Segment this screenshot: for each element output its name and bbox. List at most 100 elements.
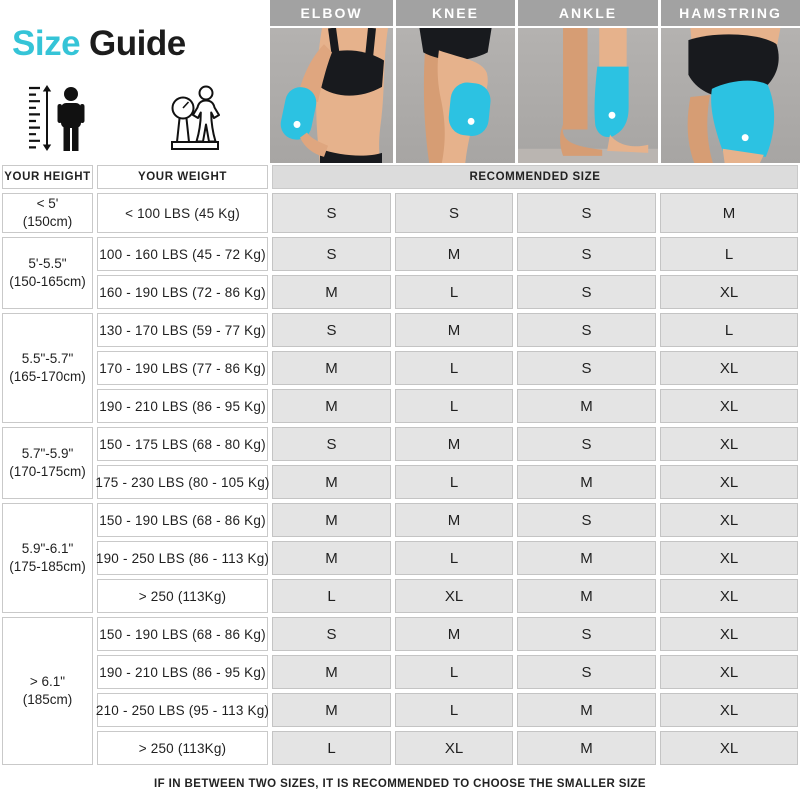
size-cell: S — [395, 193, 513, 233]
size-cell: XL — [660, 389, 798, 423]
height-value: 5'-5.5" — [28, 256, 67, 272]
column-header-knee: KNEE — [396, 0, 515, 28]
height-value: > 6.1" — [29, 674, 66, 690]
knee-product-photo — [396, 28, 515, 163]
brand-panel: Size Guide — [0, 0, 270, 163]
height-group-cell: > 6.1" (185cm) — [2, 617, 93, 765]
weight-cell: < 100 LBS (45 Kg) — [97, 193, 268, 233]
weight-cell: 100 - 160 LBS (45 - 72 Kg) — [97, 237, 268, 271]
height-group-cell: 5.5"-5.7" (165-170cm) — [2, 313, 93, 423]
height-value: 5.9"-6.1" — [21, 541, 74, 557]
size-cell: XL — [395, 579, 513, 613]
height-group-cell: 5.7"-5.9" (170-175cm) — [2, 427, 93, 499]
size-cell: XL — [660, 541, 798, 575]
size-cell: L — [395, 465, 513, 499]
height-cm: (165-170cm) — [9, 369, 86, 384]
size-cell: M — [272, 465, 391, 499]
weight-cell: 150 - 190 LBS (68 - 86 Kg) — [97, 617, 268, 651]
size-cell: M — [272, 503, 391, 537]
size-cell: XL — [660, 427, 798, 461]
size-cell: M — [517, 389, 656, 423]
page-title-accent: Size — [12, 24, 81, 63]
size-cell: S — [517, 617, 656, 651]
weight-cell: 160 - 190 LBS (72 - 86 Kg) — [97, 275, 268, 309]
size-cell: S — [517, 427, 656, 461]
size-cell: XL — [660, 275, 798, 309]
size-cell: L — [660, 313, 798, 347]
height-value: 5.7"-5.9" — [21, 446, 74, 462]
size-cell: XL — [660, 731, 798, 765]
recommended-size-header: RECOMMENDED SIZE — [272, 165, 798, 189]
size-cell: M — [395, 313, 513, 347]
product-column-elbow: ELBOW — [270, 0, 393, 163]
hamstring-product-photo — [661, 28, 800, 163]
size-cell: S — [272, 427, 391, 461]
height-cm: (150cm) — [22, 214, 73, 229]
product-column-knee: KNEE — [393, 0, 515, 163]
height-value: 5.5"-5.7" — [21, 351, 74, 367]
size-cell: L — [660, 237, 798, 271]
column-header-elbow: ELBOW — [270, 0, 393, 28]
weight-cell: > 250 (113Kg) — [97, 731, 268, 765]
height-value: < 5' — [36, 196, 59, 212]
size-cell: L — [395, 275, 513, 309]
page-title-rest: Guide — [89, 24, 186, 63]
height-group-cell: < 5' (150cm) — [2, 193, 93, 233]
your-height-header: YOUR HEIGHT — [2, 165, 93, 189]
weight-cell: 190 - 210 LBS (86 - 95 Kg) — [97, 389, 268, 423]
size-cell: S — [272, 313, 391, 347]
weight-cell: 210 - 250 LBS (95 - 113 Kg) — [96, 693, 269, 727]
size-cell: M — [517, 693, 656, 727]
weight-cell: > 250 (113Kg) — [97, 579, 268, 613]
weight-cell: 170 - 190 LBS (77 - 86 Kg) — [97, 351, 268, 385]
height-cm: (170-175cm) — [9, 464, 86, 479]
size-cell: L — [395, 655, 513, 689]
height-ruler-person-icon — [26, 83, 94, 158]
size-cell: S — [517, 237, 656, 271]
size-cell: S — [517, 193, 656, 233]
size-cell: S — [517, 275, 656, 309]
column-header-ankle: ANKLE — [518, 0, 658, 28]
size-cell: XL — [660, 465, 798, 499]
size-cell: M — [395, 237, 513, 271]
size-cell: S — [272, 237, 391, 271]
measurement-icons — [0, 83, 270, 158]
height-cm: (150-165cm) — [9, 274, 86, 289]
your-weight-header: YOUR WEIGHT — [97, 165, 268, 189]
product-column-hamstring: HAMSTRING — [658, 0, 800, 163]
size-cell: M — [660, 193, 798, 233]
size-cell: M — [272, 275, 391, 309]
size-cell: XL — [395, 731, 513, 765]
size-cell: M — [272, 351, 391, 385]
size-cell: S — [272, 617, 391, 651]
size-cell: S — [517, 313, 656, 347]
weight-cell: 190 - 210 LBS (86 - 95 Kg) — [97, 655, 268, 689]
weight-cell: 190 - 250 LBS (86 - 113 Kg) — [96, 541, 269, 575]
page-title: Size Guide — [12, 24, 270, 64]
column-header-hamstring: HAMSTRING — [661, 0, 800, 28]
size-cell: M — [272, 655, 391, 689]
size-cell: M — [395, 617, 513, 651]
weight-cell: 150 - 175 LBS (68 - 80 Kg) — [97, 427, 268, 461]
size-cell: M — [517, 541, 656, 575]
size-cell: L — [272, 579, 391, 613]
height-group-cell: 5'-5.5" (150-165cm) — [2, 237, 93, 309]
table-header-row: YOUR HEIGHT YOUR WEIGHT RECOMMENDED SIZE — [0, 163, 800, 191]
size-cell: M — [395, 503, 513, 537]
size-cell: M — [517, 465, 656, 499]
height-cm: (185cm) — [22, 692, 73, 707]
size-cell: L — [272, 731, 391, 765]
size-cell: L — [395, 693, 513, 727]
height-group-cell: 5.9"-6.1" (175-185cm) — [2, 503, 93, 613]
size-cell: XL — [660, 693, 798, 727]
size-cell: M — [272, 693, 391, 727]
size-cell: L — [395, 541, 513, 575]
top-section: Size Guide — [0, 0, 800, 163]
height-cm: (175-185cm) — [9, 559, 86, 574]
size-cell: S — [517, 655, 656, 689]
ankle-product-photo — [518, 28, 658, 163]
elbow-product-photo — [270, 28, 393, 163]
size-cell: XL — [660, 503, 798, 537]
size-cell: XL — [660, 617, 798, 651]
size-table: < 5' (150cm) 5'-5.5" (150-165cm) 5.5"-5.… — [0, 191, 800, 767]
